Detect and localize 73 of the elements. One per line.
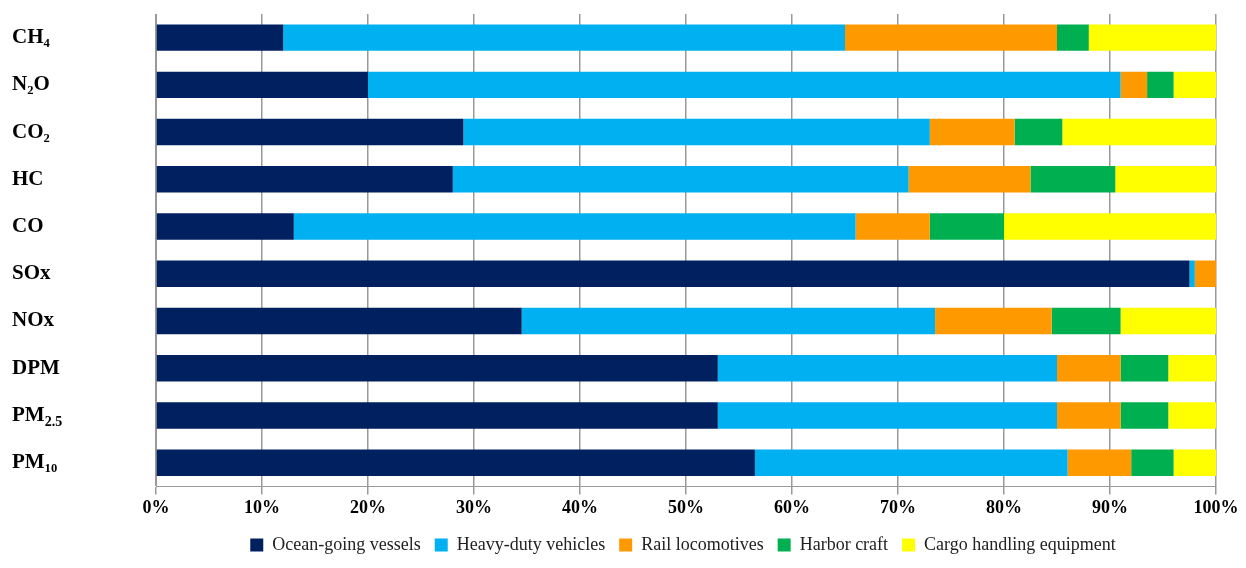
x-tick-label: 10% xyxy=(244,496,280,517)
bar xyxy=(156,213,294,240)
y-tick-label: SOx xyxy=(12,260,52,285)
bar xyxy=(1062,118,1216,146)
x-tick-label: 80% xyxy=(986,496,1022,517)
x-tick-label: 40% xyxy=(562,496,598,517)
bar xyxy=(156,260,1190,288)
bar xyxy=(156,71,368,99)
legend-label: Harbor craft xyxy=(799,533,889,554)
bar xyxy=(754,449,1068,477)
bar xyxy=(283,24,845,51)
bar xyxy=(463,118,930,146)
x-tick-label: 100% xyxy=(1193,496,1239,517)
bar xyxy=(156,449,755,477)
bar xyxy=(1120,355,1169,382)
legend-label: Heavy-duty vehicles xyxy=(456,533,606,554)
x-tick-label: 70% xyxy=(880,496,916,517)
legend-label: Rail locomotives xyxy=(641,533,764,554)
bar xyxy=(368,71,1121,99)
bar xyxy=(156,402,718,429)
bar xyxy=(929,213,1004,240)
x-tick-label: 90% xyxy=(1092,496,1128,517)
bar xyxy=(1115,166,1216,193)
x-tick-label: 50% xyxy=(668,496,704,517)
y-tick-label: NOx xyxy=(12,307,55,332)
bar xyxy=(1057,24,1089,51)
bar xyxy=(1120,402,1169,429)
bar xyxy=(717,402,1057,429)
bar xyxy=(1147,71,1174,99)
y-tick-label: N₂O xyxy=(12,71,50,96)
bar xyxy=(452,166,909,193)
bar xyxy=(1014,118,1063,146)
bar xyxy=(1173,449,1216,477)
bar xyxy=(293,213,856,240)
bar xyxy=(1067,449,1132,477)
bar xyxy=(156,166,453,193)
bar xyxy=(1057,355,1121,382)
bar xyxy=(1131,449,1174,477)
bar xyxy=(929,118,1015,146)
bar xyxy=(1088,24,1216,51)
bar xyxy=(845,24,1057,51)
y-tick-label: CO₂ xyxy=(12,118,50,143)
bar xyxy=(855,213,930,240)
bar xyxy=(1057,402,1121,429)
y-tick-label: PM₁₀ xyxy=(12,449,58,474)
x-tick-label: 30% xyxy=(456,496,492,517)
bar xyxy=(908,166,1031,193)
y-tick-label: DPM xyxy=(12,354,60,379)
bar xyxy=(1004,213,1216,240)
bar xyxy=(717,355,1057,382)
y-tick-label: CH₄ xyxy=(12,24,51,49)
bar xyxy=(1168,402,1216,429)
bar xyxy=(1120,71,1148,99)
x-tick-label: 20% xyxy=(350,496,386,517)
bar xyxy=(1051,307,1121,335)
legend-label: Ocean-going vessels xyxy=(272,533,421,554)
bar xyxy=(935,307,1052,335)
bar xyxy=(1120,307,1216,335)
bar xyxy=(1173,71,1216,99)
bar xyxy=(521,307,936,335)
bar xyxy=(156,24,284,51)
y-tick-label: CO xyxy=(12,213,44,237)
x-tick-label: 0% xyxy=(142,496,170,517)
bar xyxy=(1030,166,1116,193)
bar xyxy=(156,355,718,382)
legend-label: Cargo handling equipment xyxy=(924,533,1116,554)
bar xyxy=(1168,355,1216,382)
bar xyxy=(156,307,522,335)
bar xyxy=(1189,260,1195,288)
bar xyxy=(156,118,464,146)
y-tick-label: HC xyxy=(12,165,44,190)
x-tick-label: 60% xyxy=(774,496,810,517)
bar xyxy=(1194,260,1216,288)
